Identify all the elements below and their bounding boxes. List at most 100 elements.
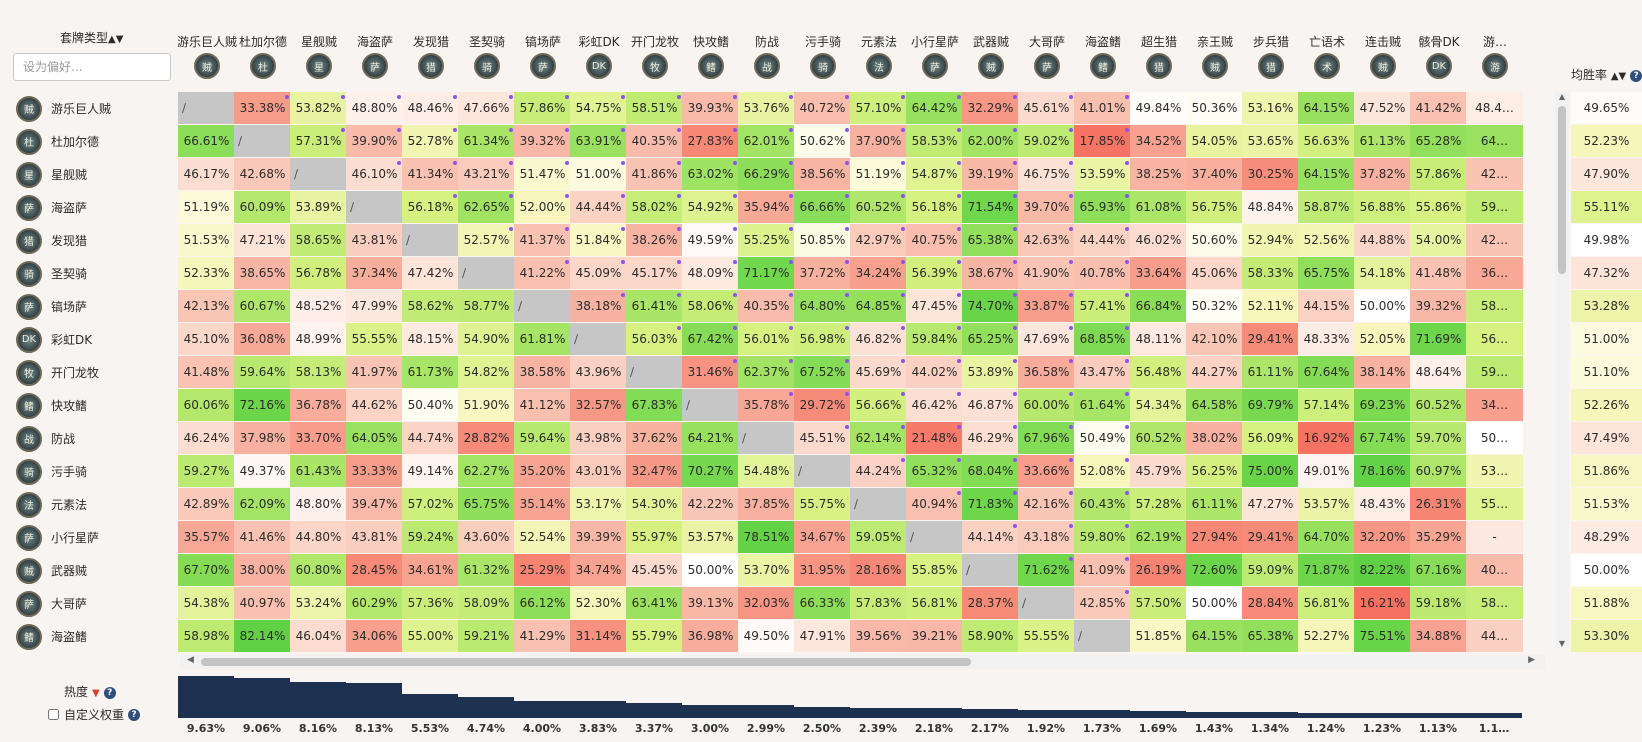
matchup-cell[interactable]: 71.17% [738,257,795,289]
matchup-cell[interactable]: 28.45% [346,554,403,586]
matchup-cell[interactable]: 67.74% [1354,422,1411,454]
matchup-cell[interactable]: 58… [1466,587,1523,619]
matchup-cell[interactable]: 33.70% [290,422,347,454]
matchup-cell[interactable]: 38.18% [570,290,627,322]
matchup-cell[interactable]: 53.59% [1074,158,1131,190]
matchup-cell[interactable]: 52.78% [402,125,459,157]
matchup-cell[interactable]: 72.16% [234,389,291,421]
matchup-cell[interactable]: 51.00% [570,158,627,190]
matchup-cell[interactable]: 46.10% [346,158,403,190]
matchup-cell[interactable]: 67.16% [1410,554,1467,586]
matchup-cell[interactable]: 33.33% [346,455,403,487]
matchup-cell[interactable]: 47.91% [794,620,851,652]
matchup-cell[interactable]: 61.34% [458,125,515,157]
column-header[interactable]: 星舰贼星 [290,0,348,92]
matchup-cell[interactable]: 55.97% [626,521,683,553]
matchup-cell[interactable]: 21.48% [906,422,963,454]
matchup-cell[interactable]: 59.09% [1242,554,1299,586]
matchup-cell[interactable]: 47.42% [402,257,459,289]
column-header[interactable]: 超生猎猎 [1130,0,1188,92]
matchup-cell[interactable]: 38.67% [962,257,1019,289]
matchup-cell[interactable]: 52.30% [570,587,627,619]
winrate-header[interactable]: 均胜率 ▲▼ ? [1571,66,1642,83]
matchup-cell[interactable]: 48.64% [1410,356,1467,388]
matchup-cell[interactable]: 75.00% [1242,455,1299,487]
matchup-cell[interactable]: 54.48% [738,455,795,487]
matchup-cell[interactable]: 64.42% [906,92,963,124]
column-header[interactable]: 武器贼贼 [962,0,1020,92]
matchup-cell[interactable]: 54.92% [682,191,739,223]
matchup-cell[interactable]: 57.31% [290,125,347,157]
matchup-cell[interactable]: 57.86% [514,92,571,124]
mirror-cell[interactable]: ∕ [290,158,347,190]
matchup-cell[interactable]: 66.12% [514,587,571,619]
matchup-cell[interactable]: 28.37% [962,587,1019,619]
matchup-cell[interactable]: 59… [1466,356,1523,388]
row-label-item[interactable]: 鳍海盗鳍 [0,620,178,653]
matchup-cell[interactable]: 50.62% [794,125,851,157]
matchup-cell[interactable]: 59.05% [850,521,907,553]
matchup-cell[interactable]: 59.02% [1018,125,1075,157]
matchup-cell[interactable]: 38.00% [234,554,291,586]
matchup-cell[interactable]: 41.34% [402,158,459,190]
matchup-cell[interactable]: 53.76% [738,92,795,124]
column-header[interactable]: 海盗鳍鳍 [1074,0,1132,92]
matchup-cell[interactable]: 50.00% [682,554,739,586]
matchup-cell[interactable]: 53.16% [1242,92,1299,124]
matchup-cell[interactable]: 32.20% [1354,521,1411,553]
row-label-item[interactable]: 骑圣契骑 [0,257,178,290]
matchup-cell[interactable]: 66.66% [794,191,851,223]
matchup-cell[interactable]: 59.21% [458,620,515,652]
matchup-cell[interactable]: 69.23% [1354,389,1411,421]
matchup-cell[interactable]: 54.18% [1354,257,1411,289]
matchup-cell[interactable]: 37.34% [346,257,403,289]
matchup-cell[interactable]: 52.08% [1074,455,1131,487]
matchup-cell[interactable]: 54.90% [458,323,515,355]
matchup-cell[interactable]: 41.46% [234,521,291,553]
matchup-cell[interactable]: 53.17% [570,488,627,520]
matchup-cell[interactable]: 25.29% [514,554,571,586]
matchup-cell[interactable]: 67.96% [1018,422,1075,454]
matchup-cell[interactable]: 44.15% [1298,290,1355,322]
matchup-cell[interactable]: 34.67% [794,521,851,553]
matchup-cell[interactable]: 58.09% [458,587,515,619]
row-label-item[interactable]: 星星舰贼 [0,158,178,191]
matchup-cell[interactable]: 42.89% [178,488,235,520]
matchup-cell[interactable]: 33.66% [1018,455,1075,487]
vertical-scroll-thumb[interactable] [1558,106,1566,274]
matchup-cell[interactable]: 56.75% [1186,191,1243,223]
matchup-cell[interactable]: 58.02% [626,191,683,223]
matchup-cell[interactable]: 53.65% [1242,125,1299,157]
row-label-item[interactable]: 萨小行星萨 [0,521,178,554]
matchup-cell[interactable]: 61.73% [402,356,459,388]
matchup-cell[interactable]: 46.82% [850,323,907,355]
scroll-up-icon[interactable]: ▲ [1558,92,1566,101]
matchup-cell[interactable]: 61.08% [1130,191,1187,223]
column-header[interactable]: 防战战 [738,0,796,92]
matchup-cell[interactable]: 64.70% [1298,521,1355,553]
mirror-cell[interactable]: ∕ [1074,620,1131,652]
matchup-cell[interactable]: 65.28% [1410,125,1467,157]
matchup-cell[interactable]: 56.63% [1298,125,1355,157]
matchup-cell[interactable]: 55.79% [626,620,683,652]
matchup-cell[interactable]: 56.98% [794,323,851,355]
matchup-cell[interactable]: 41.48% [178,356,235,388]
matchup-cell[interactable]: 55.75% [794,488,851,520]
matchup-cell[interactable]: 46.42% [906,389,963,421]
matchup-cell[interactable]: 48.11% [1130,323,1187,355]
matchup-cell[interactable]: 53.57% [682,521,739,553]
matchup-cell[interactable]: 44.88% [1354,224,1411,256]
matchup-cell[interactable]: 57.02% [402,488,459,520]
matchup-cell[interactable]: 65.75% [1298,257,1355,289]
matchup-cell[interactable]: 29.41% [1242,521,1299,553]
matchup-cell[interactable]: 68.85% [1074,323,1131,355]
matchup-cell[interactable]: 55.00% [402,620,459,652]
custom-weight-checkbox[interactable] [48,709,59,720]
matchup-cell[interactable]: 48.52% [290,290,347,322]
matchup-cell[interactable]: 55.86% [1410,191,1467,223]
matchup-cell[interactable]: 53.89% [962,356,1019,388]
column-header[interactable]: 步兵猎猎 [1242,0,1300,92]
matchup-cell[interactable]: 59.84% [906,323,963,355]
matchup-cell[interactable]: 44.44% [1074,224,1131,256]
matchup-cell[interactable]: 49.50% [738,620,795,652]
